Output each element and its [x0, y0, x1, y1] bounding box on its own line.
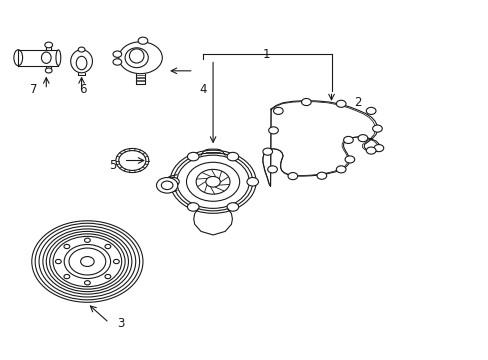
Circle shape — [366, 147, 375, 154]
Circle shape — [268, 127, 278, 134]
Text: 6: 6 — [79, 83, 86, 96]
Ellipse shape — [76, 56, 87, 70]
Circle shape — [357, 135, 367, 142]
Circle shape — [373, 145, 383, 152]
Circle shape — [45, 42, 53, 48]
Circle shape — [263, 148, 272, 155]
Ellipse shape — [125, 48, 148, 68]
Circle shape — [345, 156, 354, 163]
Ellipse shape — [41, 52, 51, 63]
Text: 4: 4 — [199, 83, 207, 96]
Ellipse shape — [56, 50, 61, 66]
Bar — [18, 50, 58, 66]
Circle shape — [32, 221, 142, 302]
Circle shape — [116, 148, 148, 172]
Ellipse shape — [71, 50, 92, 73]
Circle shape — [177, 155, 249, 208]
Circle shape — [226, 152, 238, 161]
Circle shape — [113, 51, 122, 57]
Ellipse shape — [119, 42, 162, 74]
Circle shape — [316, 172, 326, 179]
Circle shape — [167, 177, 179, 186]
Circle shape — [187, 152, 199, 161]
Ellipse shape — [14, 50, 22, 66]
Circle shape — [64, 244, 110, 279]
Circle shape — [287, 172, 297, 180]
Text: 1: 1 — [262, 48, 269, 61]
Circle shape — [372, 125, 382, 132]
Circle shape — [267, 166, 277, 173]
Text: 7: 7 — [30, 83, 38, 96]
Circle shape — [336, 166, 346, 173]
Circle shape — [187, 203, 199, 211]
Circle shape — [78, 47, 85, 52]
Circle shape — [138, 37, 147, 44]
Circle shape — [343, 136, 352, 144]
Circle shape — [45, 68, 52, 73]
Circle shape — [301, 99, 310, 105]
Text: 2: 2 — [354, 95, 361, 108]
Circle shape — [226, 203, 238, 211]
Circle shape — [336, 100, 346, 107]
Circle shape — [246, 177, 258, 186]
Circle shape — [273, 107, 283, 114]
Text: 3: 3 — [117, 317, 124, 330]
Circle shape — [366, 107, 375, 114]
Text: 5: 5 — [109, 159, 117, 172]
Circle shape — [156, 177, 178, 193]
Circle shape — [113, 59, 122, 65]
Circle shape — [119, 150, 145, 170]
